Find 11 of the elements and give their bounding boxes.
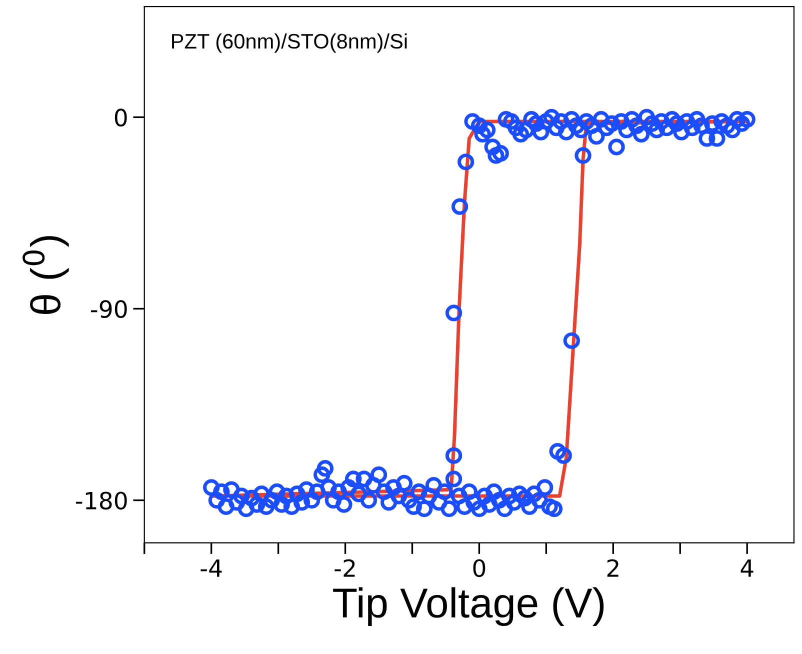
- x-tick-label: -4: [200, 560, 222, 577]
- x-tick-label: 0: [473, 559, 486, 578]
- x-tick-label: -2: [334, 559, 355, 577]
- y-axis-title: θ ($^{0}$): [22, 236, 69, 314]
- x-tick-label: 2: [607, 559, 618, 577]
- y-tick-label: -90: [90, 300, 127, 318]
- x-axis-title: Tip Voltage (V): [333, 587, 604, 626]
- y-tick-label: -180: [76, 492, 127, 510]
- y-tick-label: 0: [114, 108, 127, 127]
- annotation: PZT (60nm)/STO(8nm)/Si: [172, 33, 407, 53]
- x-tick-label: 4: [740, 560, 754, 577]
